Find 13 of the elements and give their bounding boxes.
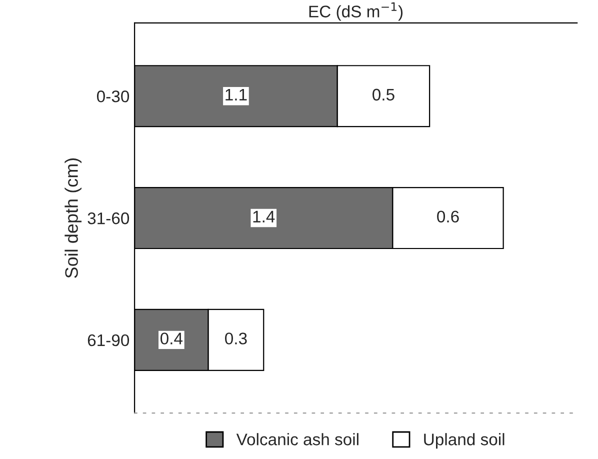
data-label: 0.4 <box>160 332 183 344</box>
y-tick-label: 0-30 <box>96 90 130 102</box>
data-label: 0.3 <box>225 332 247 344</box>
y-tick-label: 31-60 <box>88 212 130 224</box>
legend-label: Volcanic ash soil <box>236 433 358 446</box>
x-axis-title: EC (dS m$^{−1}$) <box>309 2 403 21</box>
data-label: 1.4 <box>253 210 275 222</box>
data-label: 0.6 <box>437 210 459 222</box>
legend-label: Upland soil <box>424 433 504 449</box>
y-axis-title: Soil depth (cm) <box>64 158 82 278</box>
data-label: 1.1 <box>226 88 247 100</box>
y-tick-label: 61-90 <box>88 334 130 346</box>
data-label: 0.5 <box>372 88 394 101</box>
